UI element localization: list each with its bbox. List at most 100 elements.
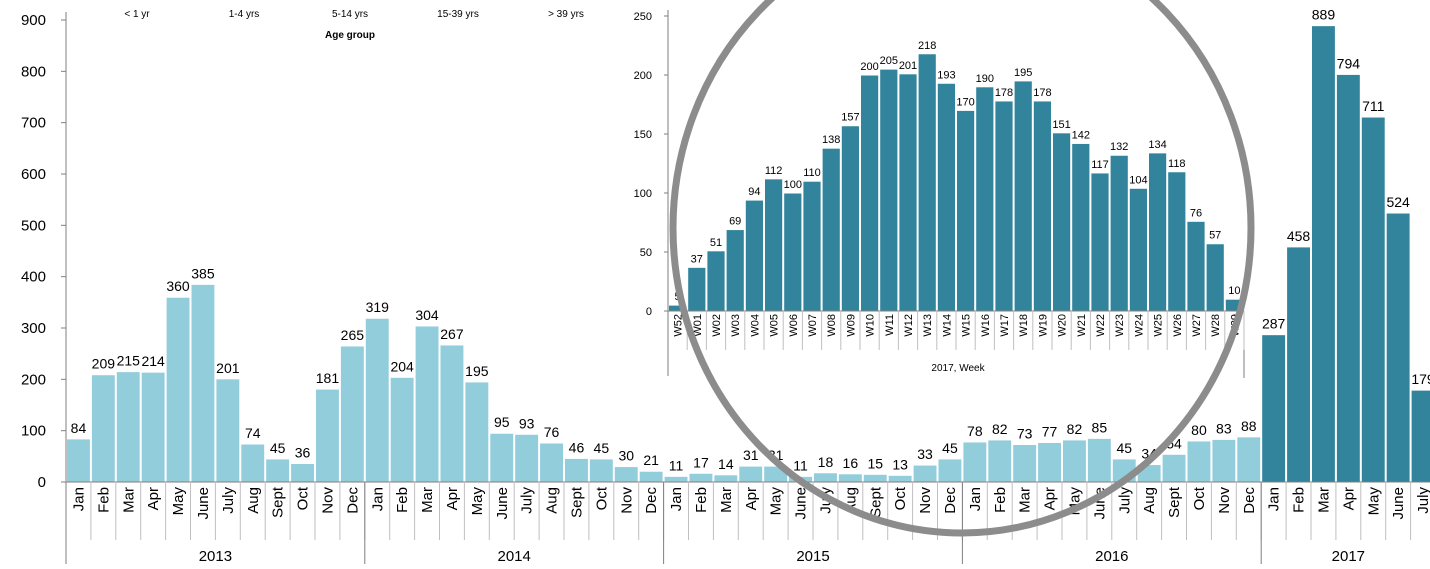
age-group-label: 15-39 yrs	[437, 9, 479, 20]
month-value-label: 304	[415, 307, 439, 323]
week-tick-label: W02	[711, 314, 723, 337]
y-tick-label: 100	[21, 423, 46, 440]
month-tick-label: June	[195, 487, 212, 520]
month-value-label: 287	[1262, 316, 1286, 332]
y-tick-label: 700	[21, 115, 46, 132]
month-value-label: 30	[618, 448, 634, 464]
month-bar	[689, 473, 713, 482]
year-label: 2016	[1095, 548, 1128, 564]
month-bar	[614, 467, 638, 482]
month-value-label: 265	[341, 327, 365, 343]
week-bar	[1149, 153, 1167, 311]
month-bar	[863, 474, 887, 482]
month-bar	[465, 382, 489, 482]
inset-y-tick-label: 150	[634, 129, 652, 141]
month-bar	[739, 466, 763, 482]
month-tick-label: May	[469, 487, 486, 516]
week-tick-label: W12	[903, 314, 915, 337]
week-bar	[1168, 172, 1186, 311]
week-bar	[726, 230, 744, 311]
month-value-label: 15	[867, 455, 883, 471]
month-bar	[540, 443, 564, 482]
month-bar	[639, 471, 663, 482]
week-value-label: 178	[1033, 87, 1051, 99]
week-bar	[880, 69, 898, 311]
month-bar	[1013, 445, 1037, 482]
month-tick-label: Mar	[718, 487, 735, 513]
month-bar	[913, 465, 937, 482]
month-tick-label: Sept	[867, 486, 884, 518]
month-tick-label: Feb	[693, 487, 710, 513]
week-tick-label: W07	[807, 314, 819, 337]
age-group-label: < 1 yr	[124, 9, 150, 20]
week-bar	[995, 101, 1013, 311]
month-tick-label: Nov	[319, 487, 336, 514]
month-value-label: 201	[216, 360, 240, 376]
month-value-label: 77	[1042, 423, 1058, 439]
y-tick-label: 900	[21, 12, 46, 29]
month-bar	[390, 377, 414, 482]
month-value-label: 16	[843, 455, 859, 471]
month-bar	[1038, 442, 1062, 482]
month-value-label: 46	[569, 439, 585, 455]
month-value-label: 889	[1312, 7, 1336, 23]
week-value-label: 201	[899, 60, 917, 72]
month-bar	[191, 284, 215, 482]
year-label: 2017	[1332, 548, 1365, 564]
month-tick-label: Apr	[444, 487, 461, 510]
month-tick-label: Nov	[917, 487, 934, 514]
y-tick-label: 500	[21, 217, 46, 234]
month-bar	[814, 473, 838, 482]
week-value-label: 157	[841, 112, 859, 124]
inset-y-tick-label: 200	[634, 70, 652, 82]
month-bar	[1386, 213, 1410, 482]
month-tick-label: Dec	[1241, 487, 1258, 514]
week-tick-label: W17	[999, 314, 1011, 337]
week-tick-label: W20	[1057, 314, 1069, 337]
month-tick-label: Aug	[245, 487, 262, 514]
week-value-label: 170	[956, 96, 974, 108]
month-value-label: 76	[544, 424, 560, 440]
week-tick-label: W24	[1133, 314, 1145, 337]
month-tick-label: Nov	[618, 487, 635, 514]
y-tick-label: 200	[21, 371, 46, 388]
month-value-label: 88	[1241, 418, 1257, 434]
week-bar	[1053, 133, 1071, 311]
month-value-label: 31	[743, 447, 759, 463]
week-bar	[899, 74, 917, 311]
month-tick-label: July	[1415, 487, 1430, 514]
year-label: 2015	[796, 548, 829, 564]
month-value-label: 385	[191, 265, 215, 281]
month-value-label: 21	[643, 452, 659, 468]
month-tick-label: Mar	[1315, 487, 1332, 513]
week-tick-label: W15	[961, 314, 973, 337]
month-bar	[963, 442, 987, 482]
y-tick-label: 400	[21, 269, 46, 286]
month-tick-label: Apr	[743, 487, 760, 510]
month-value-label: 78	[967, 423, 983, 439]
month-value-label: 82	[1067, 421, 1083, 437]
month-bar	[664, 476, 688, 482]
month-tick-label: Mar	[120, 487, 137, 513]
month-value-label: 209	[92, 356, 116, 372]
month-tick-label: Dec	[942, 487, 959, 514]
month-bar	[888, 475, 912, 482]
month-tick-label: June	[494, 487, 511, 520]
month-bar	[241, 444, 265, 482]
week-value-label: 178	[995, 87, 1013, 99]
month-bar	[1237, 437, 1261, 482]
week-value-label: 100	[784, 179, 802, 191]
month-tick-label: Mar	[419, 487, 436, 513]
week-tick-label: W11	[884, 314, 896, 336]
week-value-label: 142	[1072, 129, 1090, 141]
week-tick-label: W19	[1037, 314, 1049, 337]
week-bar	[1072, 143, 1090, 311]
month-bar	[515, 434, 539, 482]
month-bar	[365, 318, 389, 482]
month-tick-label: Aug	[544, 487, 561, 514]
month-value-label: 204	[390, 358, 414, 374]
week-tick-label: W04	[749, 314, 761, 337]
month-value-label: 45	[594, 440, 610, 456]
month-tick-label: Sept	[270, 486, 287, 518]
